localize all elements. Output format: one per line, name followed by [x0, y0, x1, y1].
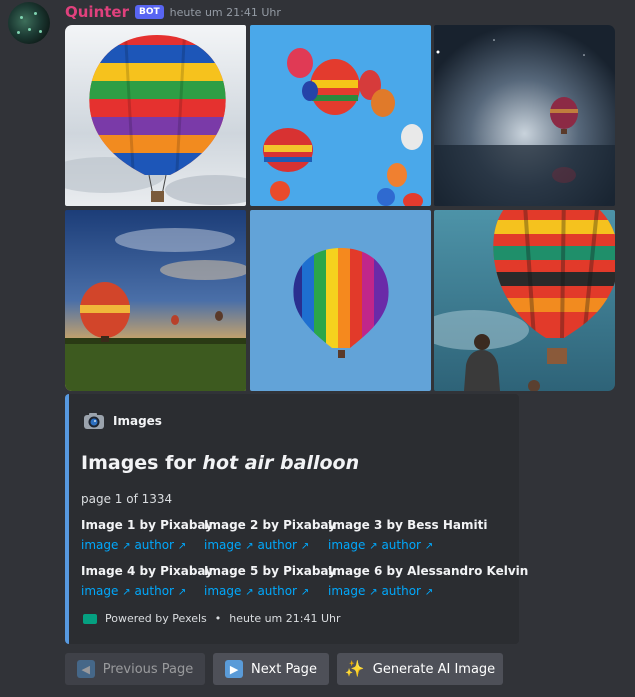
page-indicator: page 1 of 1334: [81, 492, 173, 506]
gallery-image-4[interactable]: [65, 210, 246, 391]
next-page-button[interactable]: ▶ Next Page: [213, 653, 329, 685]
external-link-icon: ↗: [424, 541, 434, 552]
external-link-icon: ↗: [122, 587, 131, 598]
external-link-icon: ↗: [177, 587, 187, 598]
embed-field-5: Image 5 by Pixabay image ↗ author ↗: [204, 564, 336, 598]
sparkles-icon: ✨: [344, 659, 365, 678]
author-link[interactable]: author ↗: [381, 584, 434, 598]
external-link-icon: ↗: [122, 541, 131, 552]
author-link[interactable]: author ↗: [134, 584, 187, 598]
external-link-icon: ↗: [177, 541, 187, 552]
external-link-icon: ↗: [424, 587, 434, 598]
gallery-image-5[interactable]: [250, 210, 431, 391]
author-link[interactable]: author ↗: [257, 538, 310, 552]
external-link-icon: ↗: [245, 541, 254, 552]
embed-footer: Powered by Pexels • heute um 21:41 Uhr: [83, 612, 341, 625]
gallery-image-2[interactable]: [250, 25, 431, 206]
image-link[interactable]: image ↗: [204, 584, 254, 598]
embed-field-3: Image 3 by Bess Hamiti image ↗ author ↗: [328, 518, 488, 552]
embed-field-1: Image 1 by Pixabay image ↗ author ↗: [81, 518, 213, 552]
image-link[interactable]: image ↗: [81, 538, 131, 552]
message-timestamp: heute um 21:41 Uhr: [169, 5, 281, 19]
bot-avatar[interactable]: [8, 2, 50, 44]
arrow-left-icon: ◀: [76, 660, 95, 678]
gallery-image-1[interactable]: [65, 25, 246, 206]
embed-author: Images: [83, 412, 162, 430]
pexels-logo-icon: [83, 613, 97, 624]
embed-field-4: Image 4 by Pixabay image ↗ author ↗: [81, 564, 213, 598]
external-link-icon: ↗: [300, 541, 310, 552]
footer-timestamp: heute um 21:41 Uhr: [229, 612, 341, 625]
embed-field-2: Image 2 by Pixabay image ↗ author ↗: [204, 518, 336, 552]
arrow-right-icon: ▶: [225, 660, 244, 678]
author-link[interactable]: author ↗: [381, 538, 434, 552]
camera-icon: [84, 413, 104, 429]
external-link-icon: ↗: [369, 587, 378, 598]
footer-text: Powered by Pexels: [105, 612, 207, 625]
search-query: hot air balloon: [202, 452, 360, 474]
username[interactable]: Quinter: [65, 3, 129, 21]
image-link[interactable]: image ↗: [81, 584, 131, 598]
image-link[interactable]: image ↗: [204, 538, 254, 552]
message-header: Quinter BOT heute um 21:41 Uhr: [65, 2, 281, 22]
gallery-image-6[interactable]: [434, 210, 615, 391]
embed-field-6: Image 6 by Alessandro Kelvin image ↗ aut…: [328, 564, 529, 598]
author-link[interactable]: author ↗: [257, 584, 310, 598]
search-results-embed: Images Images for hot air balloon page 1…: [65, 394, 529, 644]
generate-ai-image-button[interactable]: ✨ Generate AI Image: [337, 653, 503, 685]
external-link-icon: ↗: [245, 587, 254, 598]
external-link-icon: ↗: [369, 541, 378, 552]
gallery-image-3[interactable]: [434, 25, 615, 206]
image-link[interactable]: image ↗: [328, 584, 378, 598]
embed-author-name: Images: [113, 414, 162, 428]
embed-title: Images for hot air balloon: [81, 452, 360, 474]
image-link[interactable]: image ↗: [328, 538, 378, 552]
bot-badge: BOT: [135, 5, 164, 19]
author-link[interactable]: author ↗: [134, 538, 187, 552]
external-link-icon: ↗: [300, 587, 310, 598]
previous-page-button[interactable]: ◀ Previous Page: [65, 653, 205, 685]
image-gallery: [65, 25, 615, 391]
